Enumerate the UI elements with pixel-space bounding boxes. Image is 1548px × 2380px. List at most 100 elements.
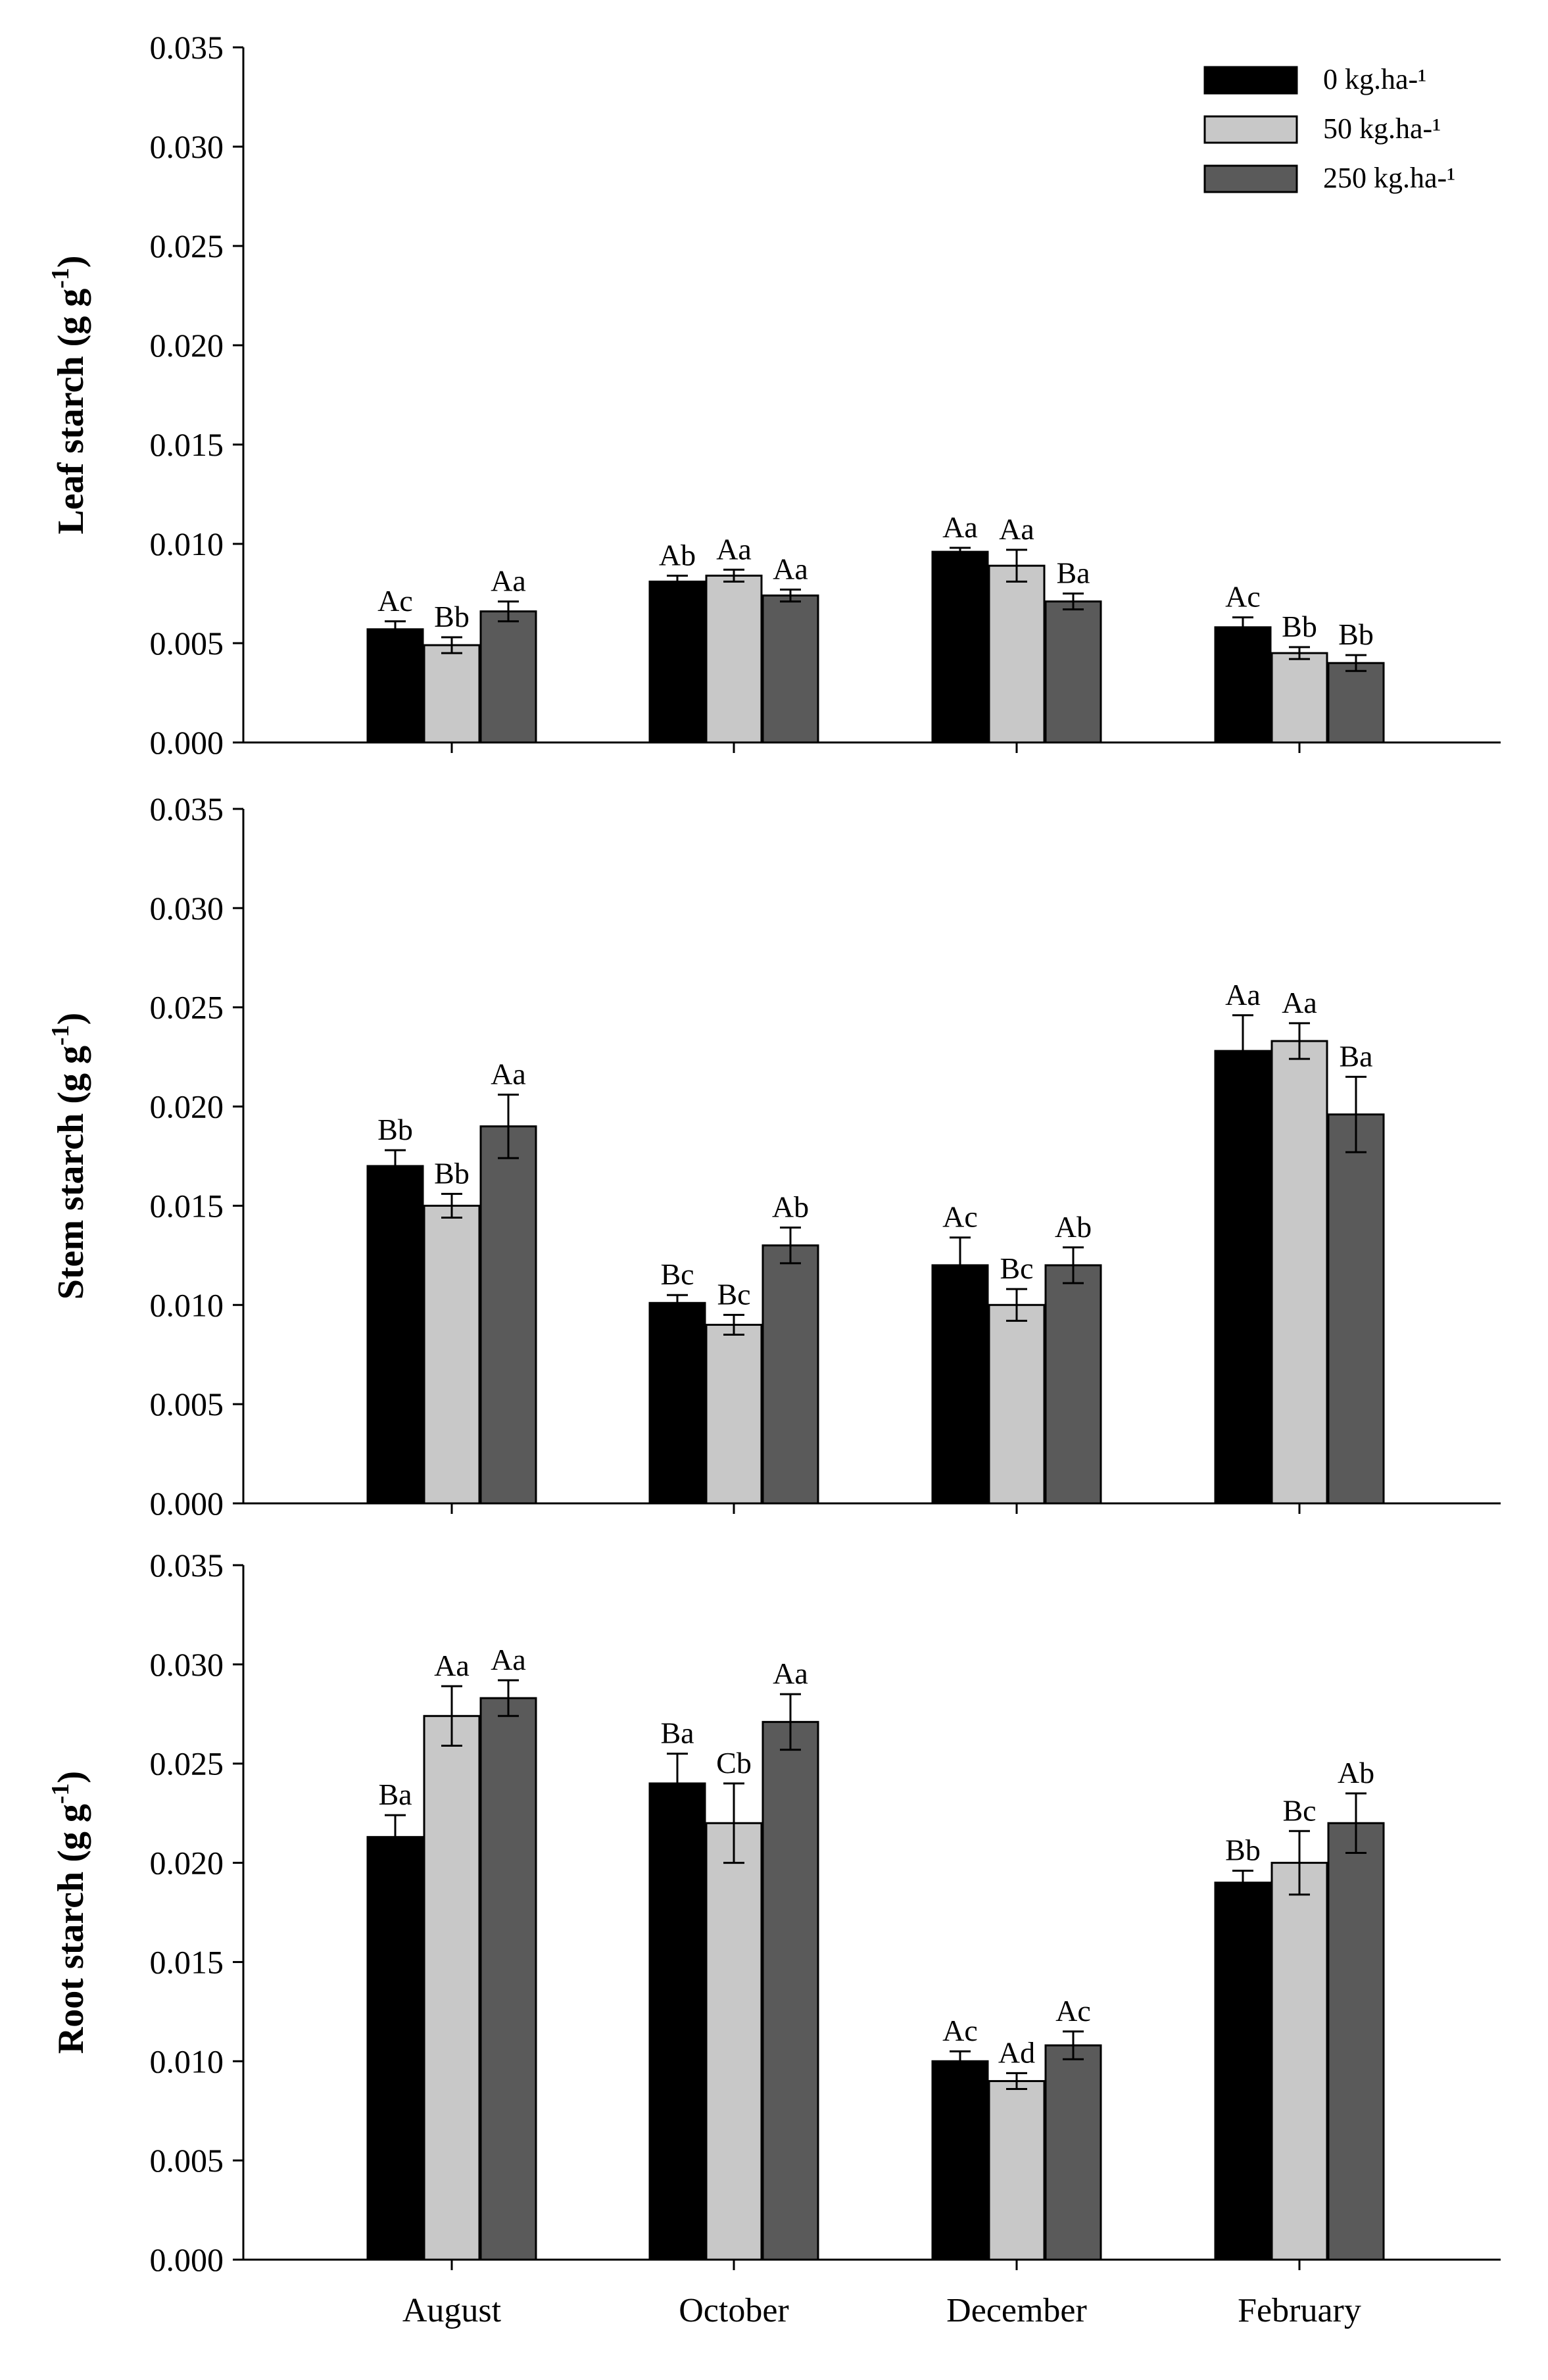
significance-label: Aa	[434, 1649, 470, 1682]
bar	[988, 564, 1046, 744]
y-tick-label: 0.010	[150, 525, 224, 562]
y-tick-label: 0.010	[150, 1286, 224, 1323]
y-tick-label: 0.015	[150, 426, 224, 463]
y-tick-label: 0.025	[150, 228, 224, 264]
bar	[705, 1323, 763, 1505]
significance-label: Bc	[660, 1257, 694, 1291]
significance-label: Ac	[377, 584, 413, 618]
significance-label: Ab	[1055, 1210, 1092, 1244]
bar	[1214, 1050, 1272, 1505]
significance-label: Ba	[660, 1716, 694, 1750]
y-tick-label: 0.005	[150, 2142, 224, 2179]
bar	[1270, 1862, 1328, 2261]
significance-label: Ab	[772, 1190, 809, 1224]
y-axis-label: Root starch (g g-1)	[47, 1771, 91, 2054]
x-category-label: December	[946, 2292, 1087, 2329]
x-category-label: August	[402, 2292, 502, 2329]
significance-label: Cb	[716, 1746, 752, 1780]
significance-label: Aa	[773, 1657, 808, 1690]
bar	[1044, 600, 1102, 744]
significance-label: Ac	[942, 1200, 978, 1234]
significance-label: Aa	[999, 512, 1034, 546]
significance-label: Aa	[773, 552, 808, 585]
bar	[1270, 652, 1328, 744]
bar	[366, 1835, 424, 2261]
y-tick-label: 0.000	[150, 724, 224, 761]
bar	[1327, 1113, 1385, 1505]
significance-label: Aa	[1225, 978, 1261, 1011]
significance-label: Bb	[1338, 618, 1374, 651]
y-axis-label: Leaf starch (g g-1)	[47, 255, 91, 534]
significance-label: Aa	[942, 510, 978, 544]
significance-label: Bc	[717, 1277, 750, 1311]
bar	[1214, 1882, 1272, 2261]
significance-label: Ad	[998, 2035, 1035, 2069]
y-tick-label: 0.015	[150, 1187, 224, 1224]
y-tick-label: 0.015	[150, 1943, 224, 1980]
bar	[423, 1714, 481, 2261]
bar	[1327, 662, 1385, 744]
bar	[366, 628, 424, 744]
bar	[423, 1204, 481, 1505]
y-tick-label: 0.030	[150, 1646, 224, 1683]
significance-label: Ac	[1055, 1994, 1091, 2028]
legend-swatch	[1203, 115, 1298, 144]
significance-label: Bb	[1282, 610, 1317, 643]
y-tick-label: 0.010	[150, 2043, 224, 2079]
bar	[648, 1782, 706, 2261]
y-tick-label: 0.030	[150, 890, 224, 927]
bar	[1044, 1264, 1102, 1505]
bar	[648, 1301, 706, 1505]
x-category-label: October	[679, 2292, 788, 2329]
bar	[479, 1125, 537, 1505]
bar	[1044, 2044, 1102, 2261]
y-tick-label: 0.035	[150, 790, 224, 827]
bar	[931, 1264, 989, 1505]
significance-label: Ba	[1339, 1039, 1372, 1073]
x-category-label: February	[1238, 2292, 1361, 2329]
bar	[1327, 1822, 1385, 2261]
significance-label: Ba	[1056, 556, 1090, 590]
significance-label: Ab	[659, 538, 696, 571]
bar	[705, 1822, 763, 2261]
bar	[1270, 1040, 1328, 1505]
legend-label: 0 kg.ha-¹	[1323, 63, 1426, 95]
bar	[423, 644, 481, 744]
y-tick-label: 0.020	[150, 1845, 224, 1882]
y-tick-label: 0.000	[150, 2241, 224, 2278]
bar	[762, 1720, 819, 2261]
significance-label: Bb	[377, 1113, 413, 1146]
bar	[479, 1697, 537, 2261]
significance-label: Ac	[1225, 580, 1261, 614]
bar	[988, 1303, 1046, 1505]
significance-label: Bb	[434, 1156, 470, 1190]
significance-label: Aa	[1282, 986, 1317, 1019]
significance-label: Ac	[942, 2014, 978, 2047]
y-tick-label: 0.005	[150, 1386, 224, 1422]
significance-label: Bc	[1282, 1793, 1316, 1827]
legend-label: 50 kg.ha-¹	[1323, 112, 1441, 145]
bar	[479, 610, 537, 744]
bar	[762, 595, 819, 744]
y-tick-label: 0.020	[150, 327, 224, 364]
bar	[931, 2060, 989, 2261]
significance-label: Aa	[491, 1057, 526, 1090]
y-tick-label: 0.035	[150, 29, 224, 66]
y-tick-label: 0.030	[150, 128, 224, 165]
significance-label: Ba	[378, 1778, 412, 1811]
y-tick-label: 0.005	[150, 625, 224, 662]
y-tick-label: 0.025	[150, 989, 224, 1026]
significance-label: Bc	[1000, 1251, 1033, 1285]
bar	[931, 550, 989, 744]
bar	[988, 2079, 1046, 2261]
legend-swatch	[1203, 66, 1298, 95]
y-tick-label: 0.035	[150, 1547, 224, 1584]
bar	[762, 1244, 819, 1505]
significance-label: Aa	[491, 1643, 526, 1676]
bar	[705, 574, 763, 744]
significance-label: Aa	[716, 532, 752, 566]
bar	[648, 580, 706, 744]
bar	[366, 1165, 424, 1505]
significance-label: Aa	[491, 564, 526, 598]
legend-label: 250 kg.ha-¹	[1323, 162, 1455, 194]
